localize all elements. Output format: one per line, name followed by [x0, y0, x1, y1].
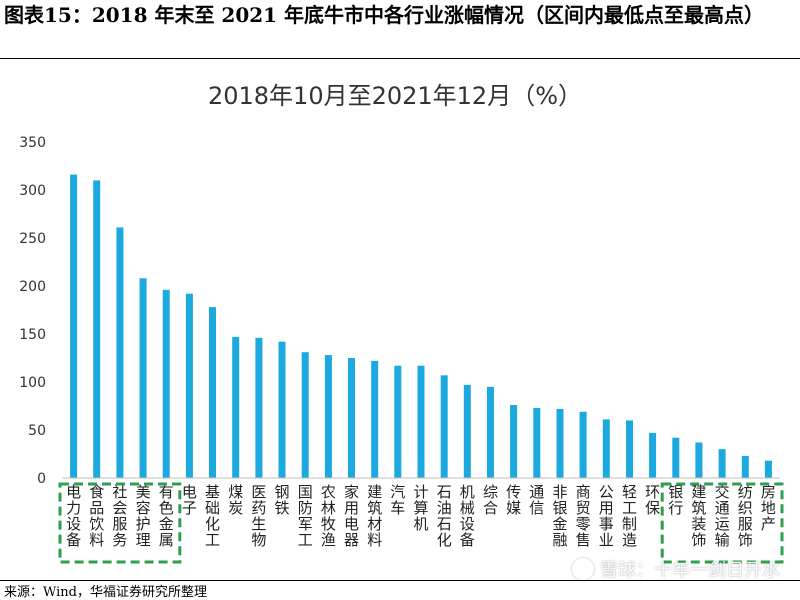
watermark-text: 雪球：十年一剑日开水 [600, 560, 780, 581]
x-category-label: 电力设备 [66, 483, 81, 549]
x-category-label: 综合 [483, 483, 498, 517]
bar [487, 386, 494, 478]
bar [394, 365, 402, 478]
x-category-label: 交通运输 [715, 483, 730, 549]
bar [672, 437, 680, 478]
bar [695, 442, 703, 478]
bar [626, 420, 633, 478]
x-category-label: 传媒 [506, 483, 521, 517]
bar [556, 408, 564, 478]
x-category-label: 石油石化 [437, 483, 452, 549]
bar [116, 227, 124, 478]
bar [301, 352, 309, 478]
x-category-label: 商贸零售 [576, 483, 591, 549]
bar [209, 307, 216, 478]
chart-title: 2018年10月至2021年12月（%） [208, 82, 582, 110]
bar [185, 293, 193, 478]
highlight-box [58, 482, 182, 564]
highlight-box [660, 482, 784, 564]
x-category-label: 家用电器 [344, 483, 359, 549]
bar [324, 355, 332, 478]
x-category-label: 国防军工 [298, 483, 313, 549]
x-category-label: 建筑装饰 [691, 483, 706, 549]
source-divider [0, 580, 800, 581]
bar [533, 407, 541, 478]
x-category-label: 农林牧渔 [321, 483, 336, 549]
bar [93, 180, 101, 478]
bar [348, 358, 355, 478]
bar [463, 384, 471, 478]
x-category-label: 纺织服饰 [738, 483, 753, 549]
x-category-label: 建筑材料 [367, 483, 382, 549]
y-tick-label: 200 [19, 279, 46, 295]
bar [371, 360, 379, 478]
x-category-label: 通信 [529, 483, 544, 517]
x-category-label: 非银金融 [552, 483, 567, 549]
bar [232, 336, 240, 478]
x-category-label: 银行 [668, 483, 683, 517]
x-category-label: 电子 [182, 483, 197, 517]
source-note: 来源：Wind，华福证券研究所整理 [4, 585, 207, 600]
x-category-label: 基础化工 [205, 483, 220, 549]
bar [255, 337, 263, 478]
bar [649, 432, 657, 478]
title-divider [0, 58, 800, 59]
bar [70, 174, 78, 478]
bar [440, 375, 448, 478]
bar [602, 419, 610, 478]
bar [139, 278, 147, 478]
highlight-boxes [58, 482, 784, 564]
x-axis-category-labels: 电力设备食品饮料社会服务美容护理有色金属电子基础化工煤炭医药生物钢铁国防军工农林… [66, 483, 776, 549]
y-tick-label: 50 [28, 423, 46, 439]
y-tick-label: 150 [19, 327, 46, 343]
x-category-label: 汽车 [390, 483, 405, 517]
bar [579, 411, 587, 478]
x-category-label: 食品饮料 [89, 483, 104, 549]
bar [162, 289, 170, 478]
x-category-label: 钢铁 [274, 483, 289, 517]
figure-title: 图表15：2018 年末至 2021 年底牛市中各行业涨幅情况（区间内最低点至最… [4, 3, 765, 27]
x-category-label: 有色金属 [159, 483, 174, 549]
y-axis-tick-labels: 0 50 100 150 200 250 300 350 [19, 135, 46, 487]
bar-series [70, 174, 772, 478]
x-category-label: 社会服务 [112, 483, 127, 549]
x-category-label: 美容护理 [136, 483, 151, 549]
bar [417, 365, 425, 478]
y-tick-label: 300 [19, 183, 46, 199]
bar-chart: 2018年10月至2021年12月（%） 0 50 100 150 200 250 300 3… [19, 82, 784, 564]
x-category-label: 公用事业 [599, 483, 614, 549]
x-category-label: 医药生物 [251, 483, 266, 549]
watermark-logo-icon [572, 558, 594, 580]
bar [718, 449, 726, 478]
y-tick-label: 100 [19, 375, 46, 391]
bar [741, 455, 749, 478]
bar [278, 341, 286, 478]
x-category-label: 机械设备 [460, 483, 475, 549]
x-category-label: 煤炭 [228, 483, 243, 517]
x-category-label: 轻工制造 [622, 483, 637, 549]
x-category-label: 计算机 [413, 483, 428, 533]
watermark: 雪球：十年一剑日开水 [572, 556, 780, 582]
x-category-label: 房地产 [761, 483, 776, 533]
x-category-label: 环保 [645, 483, 660, 517]
bar [764, 460, 772, 478]
y-tick-label: 350 [19, 135, 46, 151]
y-tick-label: 250 [19, 231, 46, 247]
y-tick-label: 0 [37, 471, 46, 487]
bar [510, 405, 518, 478]
